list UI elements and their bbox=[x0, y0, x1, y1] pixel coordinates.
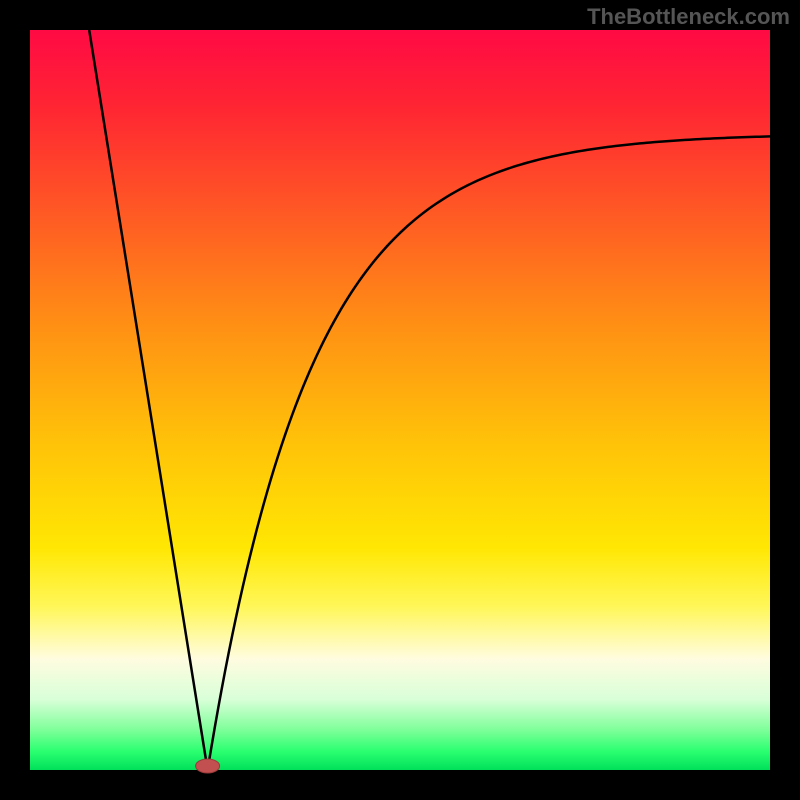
chart-frame: TheBottleneck.com bbox=[0, 0, 800, 800]
bottleneck-chart bbox=[0, 0, 800, 800]
valley-marker bbox=[196, 759, 220, 773]
